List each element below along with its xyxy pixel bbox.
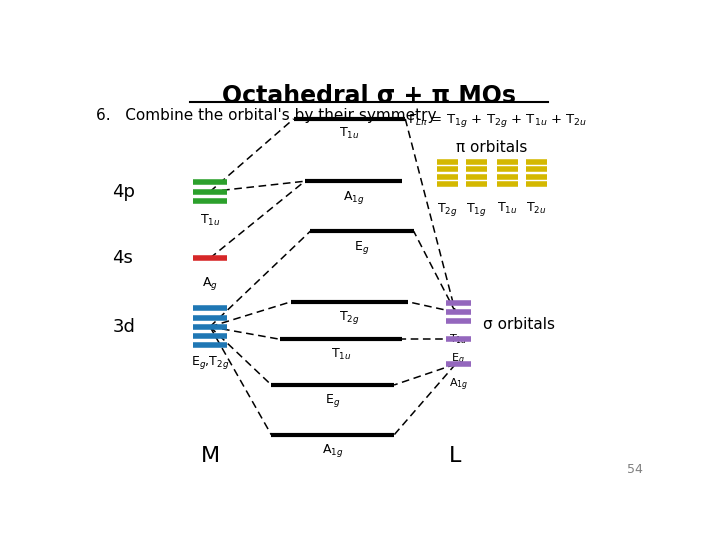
Text: Γ$_{Lπ}$ = T$_{1g}$ + T$_{2g}$ + T$_{1u}$ + T$_{2u}$: Γ$_{Lπ}$ = T$_{1g}$ + T$_{2g}$ + T$_{1u}… (408, 112, 587, 129)
Text: π orbitals: π orbitals (456, 140, 528, 154)
Text: T$_{1u}$: T$_{1u}$ (339, 126, 360, 141)
Text: L: L (449, 446, 462, 466)
Text: M: M (200, 446, 220, 466)
Text: A$_g$: A$_g$ (202, 275, 218, 292)
Text: A$_{1g}$: A$_{1g}$ (449, 377, 468, 393)
Text: E$_g$: E$_g$ (354, 239, 369, 255)
Text: T$_{2g}$: T$_{2g}$ (437, 201, 457, 218)
Text: σ orbitals: σ orbitals (483, 317, 555, 332)
Text: 54: 54 (626, 463, 642, 476)
Text: T$_{2u}$: T$_{2u}$ (526, 201, 546, 217)
Text: T$_{2g}$: T$_{2g}$ (339, 309, 360, 326)
Text: T$_{1g}$: T$_{1g}$ (467, 201, 487, 218)
Text: Octahedral σ + π MOs: Octahedral σ + π MOs (222, 84, 516, 107)
Text: 3d: 3d (112, 318, 135, 336)
Text: 4s: 4s (112, 249, 133, 267)
Text: A$_{1g}$: A$_{1g}$ (343, 188, 364, 206)
Text: T$_{1u}$: T$_{1u}$ (497, 201, 518, 217)
Text: 4p: 4p (112, 183, 135, 201)
Text: E$_g$,T$_{2g}$: E$_g$,T$_{2g}$ (191, 354, 229, 371)
Text: E$_g$: E$_g$ (325, 393, 341, 409)
Text: T$_{1u}$: T$_{1u}$ (199, 212, 220, 227)
Text: T$_{1u}$: T$_{1u}$ (331, 347, 351, 362)
Text: A$_{1g}$: A$_{1g}$ (322, 442, 343, 460)
Text: T$_{1u}$: T$_{1u}$ (449, 332, 467, 346)
Text: E$_g$: E$_g$ (451, 352, 465, 368)
Text: 6.   Combine the orbital's by their symmetry: 6. Combine the orbital's by their symmet… (96, 109, 436, 124)
